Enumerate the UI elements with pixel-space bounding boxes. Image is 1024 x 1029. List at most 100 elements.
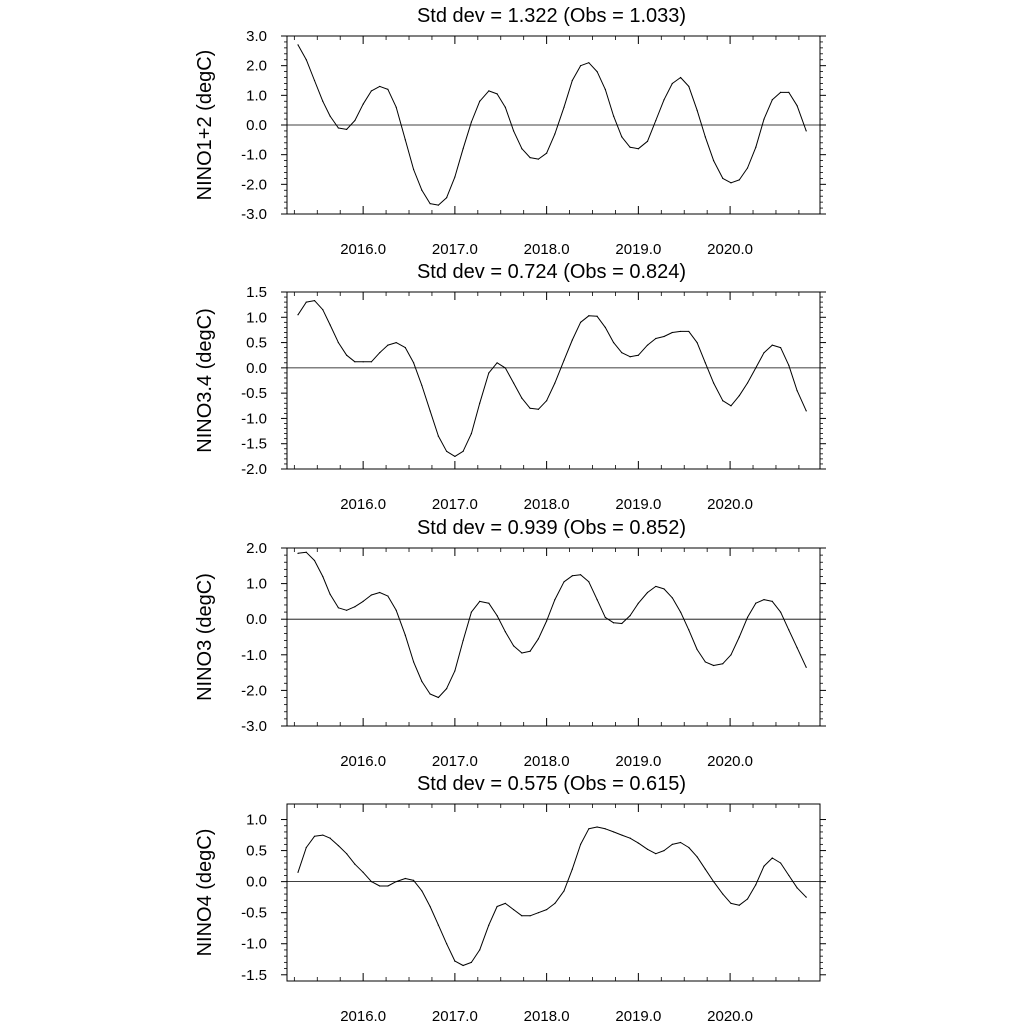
data-point xyxy=(322,309,324,311)
data-point xyxy=(612,115,615,117)
data-point xyxy=(779,91,782,93)
plot-frame xyxy=(286,547,821,727)
data-point xyxy=(704,661,706,663)
data-point xyxy=(554,382,556,384)
data-point xyxy=(771,344,773,346)
y-tick-label: -2.0 xyxy=(241,682,267,699)
data-point xyxy=(387,344,389,346)
data-point xyxy=(629,146,631,148)
data-point xyxy=(496,362,498,364)
data-point xyxy=(454,670,456,672)
data-point xyxy=(712,382,715,384)
x-tick-label: 2018.0 xyxy=(524,496,570,513)
data-point xyxy=(412,362,415,364)
data-point xyxy=(571,79,573,82)
data-point xyxy=(412,168,415,171)
data-point xyxy=(554,599,556,601)
data-point xyxy=(563,359,565,361)
x-tick-label: 2019.0 xyxy=(615,496,661,513)
data-point xyxy=(588,828,590,830)
data-point xyxy=(421,890,423,892)
y-tick-label: -2.0 xyxy=(241,461,267,478)
data-point xyxy=(746,382,749,384)
data-point xyxy=(755,884,757,886)
data-point xyxy=(354,606,356,608)
y-tick-label: 1.0 xyxy=(246,812,267,829)
data-point xyxy=(512,645,515,647)
data-point xyxy=(788,91,790,93)
data-point xyxy=(571,339,573,341)
data-point xyxy=(488,372,490,374)
panel-title: Std dev = 0.939 (Obs = 0.852) xyxy=(417,517,686,539)
series-line xyxy=(297,826,807,966)
data-point xyxy=(297,871,299,873)
data-point xyxy=(429,905,431,908)
data-point xyxy=(629,837,631,839)
x-tick-label: 2020.0 xyxy=(707,753,753,770)
y-tick-label: 1.5 xyxy=(246,284,267,301)
data-point xyxy=(596,599,598,601)
data-point xyxy=(604,326,606,328)
data-point xyxy=(763,352,765,354)
data-point xyxy=(722,663,724,665)
data-point xyxy=(387,885,389,887)
data-point xyxy=(346,609,348,611)
data-point xyxy=(679,611,682,613)
data-point xyxy=(671,331,673,334)
data-point xyxy=(437,696,439,699)
y-tick-label: 1.0 xyxy=(246,309,267,326)
panel-title: Std dev = 0.724 (Obs = 0.824) xyxy=(417,261,686,283)
data-point xyxy=(512,908,515,911)
data-point xyxy=(696,109,698,111)
y-tick-label: 0.0 xyxy=(246,117,267,134)
data-point xyxy=(596,71,598,73)
y-tick-label: -3.0 xyxy=(241,718,267,735)
data-point xyxy=(746,898,749,900)
data-point xyxy=(671,82,673,85)
data-point xyxy=(629,615,631,617)
data-point xyxy=(429,693,431,695)
data-point xyxy=(305,301,307,303)
data-point xyxy=(646,140,649,142)
data-point xyxy=(446,688,448,690)
plot-frame xyxy=(286,803,821,982)
data-point xyxy=(730,405,732,407)
data-point xyxy=(412,661,415,663)
y-tick-label: 0.5 xyxy=(246,335,267,352)
data-point xyxy=(546,400,548,402)
data-point xyxy=(755,146,757,148)
data-point xyxy=(596,826,598,828)
y-tick-label: -2.0 xyxy=(241,176,267,193)
y-tick-label: -1.0 xyxy=(241,936,267,953)
data-point xyxy=(771,600,773,603)
data-point xyxy=(529,915,531,917)
data-point xyxy=(554,133,556,135)
y-tick-label: 0.0 xyxy=(246,611,267,628)
data-point xyxy=(313,79,316,82)
data-point xyxy=(529,650,531,652)
data-point xyxy=(421,680,423,683)
data-point xyxy=(529,407,531,409)
data-point xyxy=(537,158,539,160)
data-point xyxy=(454,455,456,457)
data-point xyxy=(755,602,757,604)
data-point xyxy=(496,905,498,908)
data-point xyxy=(404,347,406,349)
data-point xyxy=(546,620,548,622)
data-point xyxy=(305,551,307,553)
data-point xyxy=(337,845,339,847)
chart-panel-2: Std dev = 0.724 (Obs = 0.824) NINO3.4 (de… xyxy=(194,261,826,513)
data-point xyxy=(446,943,448,945)
data-point xyxy=(621,834,623,836)
chart-panel-1: Std dev = 1.322 (Obs = 1.033) NINO1+2 (de… xyxy=(194,5,826,258)
data-point xyxy=(429,410,431,412)
data-point xyxy=(329,837,331,839)
data-point xyxy=(646,591,649,594)
data-point xyxy=(738,636,740,638)
data-point xyxy=(621,352,623,354)
data-point xyxy=(362,103,364,105)
data-point xyxy=(696,648,698,651)
data-point xyxy=(322,834,324,836)
y-axis-label: NINO4 (degC) xyxy=(194,829,216,957)
